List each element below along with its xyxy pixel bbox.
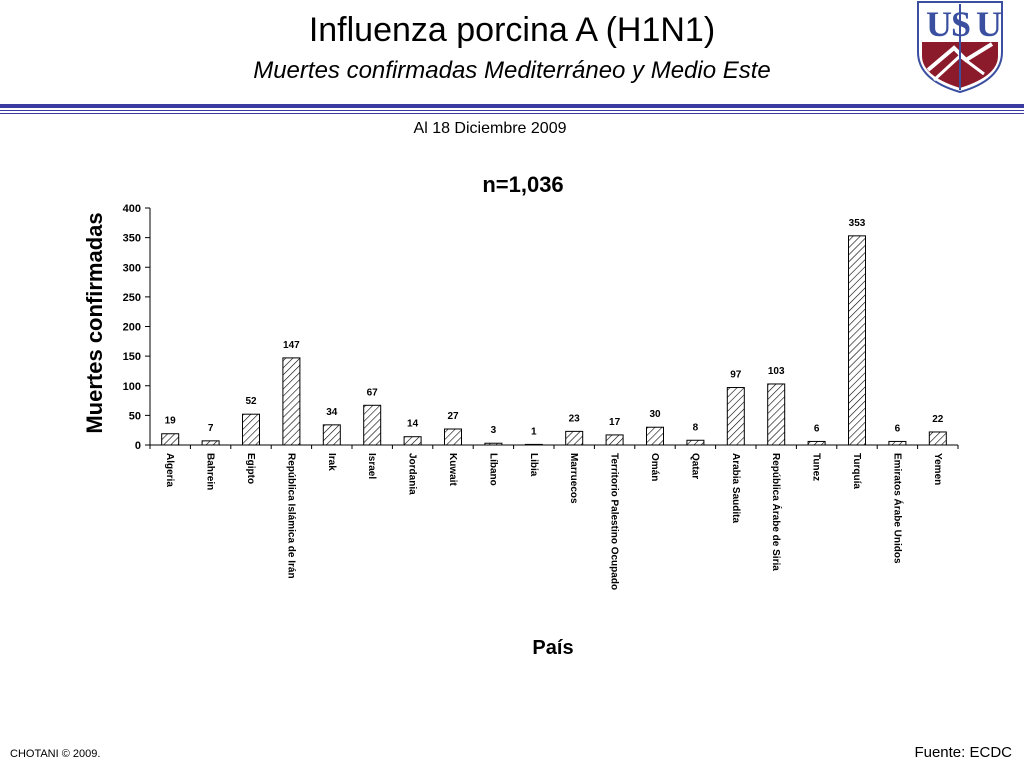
y-tick-label: 150 (123, 351, 141, 363)
x-tick-label: Qatar (689, 453, 700, 479)
y-tick-label: 50 (129, 410, 141, 422)
x-tick-label: Marruecos (568, 453, 579, 504)
x-tick-label: Kuwait (447, 453, 458, 486)
svg-text:U: U (926, 4, 952, 44)
chart-title: n=1,036 (482, 172, 563, 197)
date-label: Al 18 Diciembre 2009 (413, 120, 567, 137)
usu-logo: U S U (914, 0, 1006, 94)
bar (282, 357, 301, 446)
bar (848, 235, 866, 446)
x-tick-label: República Árabe de Siria (770, 453, 783, 571)
x-tick-label: Jordania (407, 453, 418, 495)
bar (928, 431, 947, 446)
data-label: 353 (849, 218, 866, 229)
x-axis-label: País (532, 637, 573, 659)
x-tick-label: Territorio Palestino Ocupado (609, 453, 620, 590)
bar (201, 440, 220, 446)
data-label: 6 (814, 423, 820, 434)
x-tick-label: Tunez (811, 453, 822, 481)
bar (565, 430, 584, 446)
data-label: 34 (326, 407, 338, 418)
y-tick-label: 350 (123, 233, 141, 245)
bar (403, 436, 422, 446)
bar (161, 433, 180, 446)
bar (322, 424, 341, 446)
bar (242, 413, 260, 446)
x-tick-label: Omán (649, 453, 660, 481)
header-rule (0, 104, 1024, 108)
bar (686, 439, 705, 446)
data-label: 17 (609, 417, 621, 428)
x-tick-label: Egipto (245, 453, 256, 484)
data-label: 97 (730, 370, 742, 381)
y-tick-label: 300 (123, 262, 141, 274)
data-label: 23 (569, 413, 581, 424)
bar (363, 404, 382, 446)
y-tick-label: 100 (123, 381, 141, 393)
data-label: 14 (407, 419, 419, 430)
x-tick-label: Israel (366, 453, 377, 479)
x-tick-label: Libia (528, 453, 539, 477)
x-tick-label: Turquía (851, 453, 862, 489)
x-tick-label: Arabia Saudita (730, 453, 741, 523)
data-label: 19 (165, 416, 177, 427)
footer-credit: CHOTANI © 2009. (10, 748, 101, 760)
data-label: 3 (491, 425, 497, 436)
x-tick-label: República Islámica de Irán (285, 453, 296, 579)
page-subtitle: Muertes confirmadas Mediterráneo y Medio… (253, 57, 771, 84)
svg-text:S: S (951, 4, 971, 44)
header-rule-thin (0, 110, 1024, 111)
data-label: 30 (649, 409, 661, 420)
data-label: 7 (208, 423, 214, 434)
header-rule-thin (0, 113, 1024, 114)
svg-text:U: U (976, 4, 1002, 44)
data-label: 22 (932, 414, 944, 425)
data-label: 8 (693, 422, 699, 433)
bar (767, 383, 786, 446)
x-tick-label: Líbano (487, 453, 498, 486)
bar (807, 440, 826, 446)
bar (726, 387, 745, 446)
data-label: 52 (245, 396, 257, 407)
data-label: 103 (768, 366, 785, 377)
data-label: 1 (531, 426, 537, 437)
bar (444, 428, 462, 446)
x-tick-label: Bahrein (205, 453, 216, 490)
bar (484, 442, 503, 446)
data-label: 67 (367, 387, 379, 398)
x-tick-label: Algeria (164, 453, 175, 487)
x-tick-label: Irak (326, 453, 337, 471)
bar (524, 443, 543, 446)
y-tick-label: 250 (123, 292, 141, 304)
bar (646, 426, 664, 446)
bar (605, 434, 624, 446)
y-tick-label: 0 (135, 440, 141, 452)
footer-source: Fuente: ECDC (914, 744, 1012, 761)
y-tick-label: 400 (123, 203, 141, 215)
bar (888, 440, 907, 446)
page-title: Influenza porcina A (H1N1) (308, 11, 716, 49)
data-label: 147 (283, 340, 300, 351)
y-tick-label: 200 (123, 322, 141, 334)
data-label: 6 (895, 423, 901, 434)
x-tick-label: Yemen (932, 453, 943, 485)
data-label: 27 (447, 411, 459, 422)
bar-chart: n=1,036 País 0 50 100 150 200 250 300 350 400 19 A… (123, 172, 959, 659)
x-tick-label: Emiratos Árabe Unidos (891, 453, 904, 564)
y-axis-label: Muertes confirmadas (82, 212, 107, 434)
